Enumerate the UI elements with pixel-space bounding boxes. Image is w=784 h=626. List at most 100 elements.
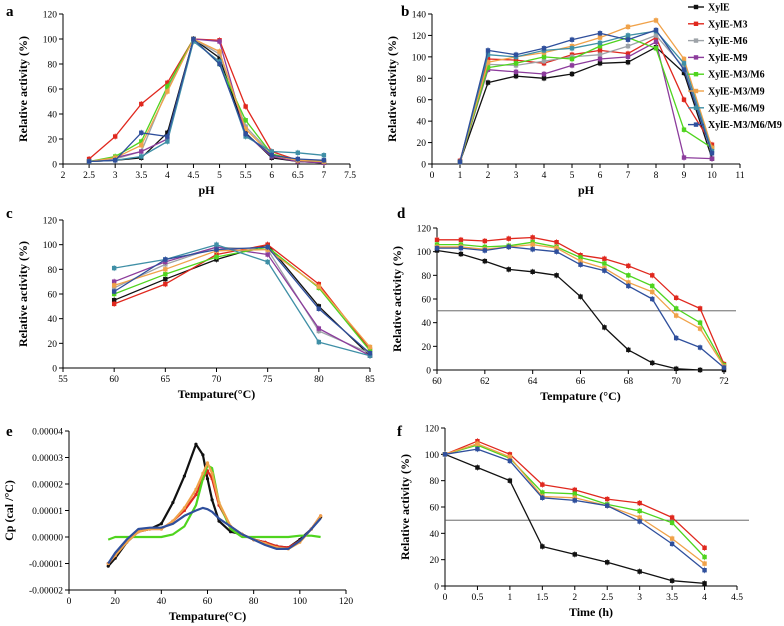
data-point (697, 320, 703, 325)
data-point (572, 552, 577, 557)
legend-swatch-marker (693, 55, 699, 60)
data-point (265, 259, 270, 265)
x-tick-label-a: 7 (322, 171, 327, 181)
series-line-xyle-m3-m9 (89, 38, 324, 163)
data-point (111, 301, 117, 307)
data-point (650, 296, 655, 302)
data-point (316, 326, 322, 331)
x-axis-label-c: Tempature(°C) (178, 387, 255, 401)
data-point (316, 284, 322, 289)
data-point (637, 508, 642, 514)
data-point (602, 268, 607, 273)
series-line-xyle-m9 (89, 38, 324, 164)
x-tick-label-f: 3.5 (666, 593, 678, 603)
data-point (139, 130, 144, 135)
series-line-xyle-m6-m9 (114, 244, 371, 357)
data-point (367, 351, 373, 356)
y-tick-label-d: 40 (422, 319, 432, 329)
data-point (194, 493, 198, 497)
data-point (669, 520, 675, 525)
data-point (650, 273, 655, 278)
x-tick-label-a: 3 (113, 171, 118, 181)
data-point (625, 51, 631, 56)
legend-label: XylE-M3/M6 (708, 70, 765, 81)
data-point (458, 237, 464, 243)
data-point (201, 453, 205, 457)
y-tick-label-a: 60 (48, 86, 58, 96)
data-point (182, 506, 187, 510)
series-line-xyle (436, 249, 724, 371)
data-point (217, 39, 222, 44)
x-tick-label-c: 85 (365, 375, 375, 385)
data-point (681, 56, 687, 62)
data-point (217, 55, 222, 60)
data-point (457, 159, 463, 165)
data-point (540, 482, 545, 487)
data-point (578, 294, 583, 299)
y-tick-label-e: 0.00001 (32, 507, 63, 517)
series-xyle-f (442, 451, 707, 587)
data-point (210, 498, 214, 502)
data-point (171, 519, 175, 523)
data-point (597, 40, 603, 46)
x-tick-label-a: 3.5 (135, 171, 147, 181)
data-point (673, 295, 679, 301)
data-point (269, 149, 274, 154)
data-point (569, 71, 575, 77)
data-point (485, 80, 491, 85)
data-point (541, 76, 547, 81)
x-tick-label-b: 9 (682, 171, 687, 181)
data-point (485, 48, 491, 53)
data-point (243, 118, 248, 123)
data-point (605, 503, 610, 508)
series-line-xyle (459, 46, 713, 163)
series-xyle-m3-a (86, 36, 327, 165)
legend-item-xyle-m6: XylE-M6 (688, 36, 747, 47)
data-point (554, 240, 559, 245)
data-point (106, 564, 110, 568)
data-point (578, 255, 583, 260)
legend-swatch-marker (693, 72, 699, 77)
data-point (597, 43, 603, 49)
data-point (709, 151, 715, 156)
data-point (513, 61, 519, 66)
series-line-xyle (89, 38, 324, 164)
x-tick-label-b: 8 (654, 171, 659, 181)
data-point (605, 560, 610, 565)
data-point (513, 69, 519, 75)
x-tick-label-b: 11 (735, 171, 744, 181)
series-line-xyle-m9 (459, 41, 713, 163)
data-point (139, 143, 144, 148)
data-point (530, 269, 535, 274)
x-tick-label-f: 2.5 (601, 593, 613, 603)
y-tick-label-a: 0 (52, 161, 57, 171)
data-point (191, 36, 196, 42)
data-point (513, 57, 519, 63)
data-point (625, 33, 631, 38)
data-point (434, 237, 440, 243)
data-point (295, 156, 301, 162)
data-point (163, 257, 168, 262)
data-point (669, 515, 675, 520)
data-point (86, 159, 92, 164)
series-xyle-m6-a (86, 36, 327, 165)
data-point (625, 60, 631, 65)
series-xyle-m9-a (86, 36, 327, 166)
data-point (681, 155, 687, 160)
x-tick-label-b: 3 (514, 171, 519, 181)
y-tick-label-c: 120 (43, 217, 58, 227)
data-point (697, 306, 703, 311)
series-xyle-m3-m6-m9-b (457, 27, 715, 165)
x-tick-label-b: 1 (458, 171, 463, 181)
y-tick-label-a: 100 (43, 36, 58, 46)
data-point (602, 256, 607, 261)
data-point (597, 35, 603, 40)
x-tick-label-e: 0 (67, 597, 72, 607)
data-point (506, 244, 511, 250)
y-tick-label-e: 0.00003 (32, 454, 63, 464)
series-line-xyle-m3-m6-m9 (459, 29, 713, 163)
data-point (163, 281, 168, 287)
series-line-xyle-m6-m9 (89, 40, 324, 163)
data-point (295, 150, 301, 155)
y-tick-label-a: 80 (48, 61, 58, 71)
